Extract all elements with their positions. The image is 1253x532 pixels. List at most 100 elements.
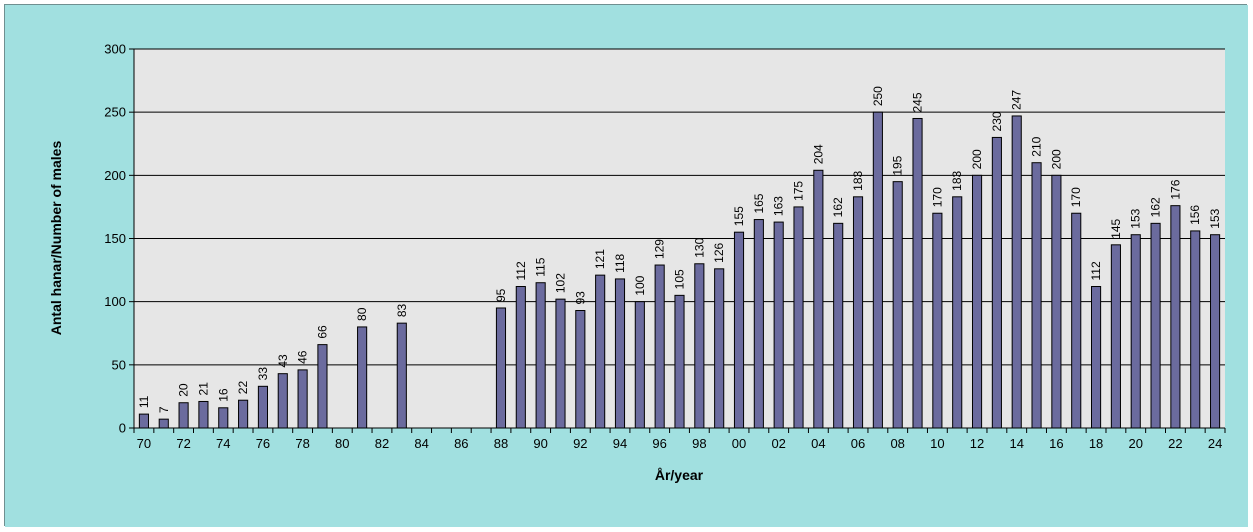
x-axis-title: År/year [655, 467, 704, 483]
x-tick-label: 98 [692, 436, 706, 451]
x-tick-label: 20 [1129, 436, 1143, 451]
bar [952, 196, 963, 429]
x-tick-label: 70 [137, 436, 151, 451]
y-tick-label: 300 [104, 42, 126, 57]
bar [714, 268, 725, 429]
data-label: 11 [137, 395, 151, 408]
x-tick-label: 76 [256, 436, 270, 451]
x-tick-label: 00 [732, 436, 746, 451]
data-label: 163 [772, 196, 786, 216]
x-tick-label: 82 [375, 436, 389, 451]
bar [654, 264, 665, 429]
data-label: 21 [196, 382, 210, 396]
bar [1150, 222, 1161, 429]
bar [833, 222, 844, 429]
data-label: 102 [553, 273, 567, 293]
x-tick-labels: 70 72 74 76 78 80 82 84 86 88 90 92 94 96 98 00 02 04 06 08… [137, 436, 1223, 451]
data-label: 33 [256, 367, 270, 381]
data-label: 183 [851, 170, 865, 190]
bar [198, 400, 209, 429]
bar [297, 369, 308, 429]
data-label: 204 [811, 144, 825, 164]
x-tick-label: 08 [890, 436, 904, 451]
bar [733, 231, 745, 429]
bar [634, 301, 645, 429]
data-label: 130 [692, 237, 706, 257]
data-label: 43 [276, 354, 290, 368]
bar [1110, 244, 1121, 429]
bar [1091, 286, 1102, 429]
bar [852, 196, 864, 429]
bar [1031, 162, 1042, 429]
bar [912, 117, 923, 429]
data-label: 156 [1188, 205, 1202, 225]
bar [694, 263, 705, 429]
bar [277, 373, 288, 429]
bar [971, 174, 983, 429]
data-label: 95 [494, 288, 508, 302]
x-tick-label: 90 [533, 436, 547, 451]
data-label: 100 [633, 275, 647, 295]
data-label: 165 [752, 193, 766, 213]
data-label: 115 [534, 257, 548, 276]
x-tick-label: 02 [771, 436, 785, 451]
data-label: 66 [315, 325, 329, 339]
data-label: 126 [712, 242, 726, 262]
data-label: 210 [1030, 136, 1044, 156]
x-tick-label: 78 [295, 436, 309, 451]
data-label: 245 [911, 92, 925, 112]
axes [129, 48, 1226, 433]
x-tick-label: 96 [652, 436, 666, 451]
bar [872, 111, 883, 429]
data-label: 153 [1129, 208, 1143, 228]
x-tick-label: 88 [494, 436, 508, 451]
data-label: 247 [1010, 90, 1024, 110]
data-label: 162 [831, 197, 845, 217]
data-labels: 11 7 20 21 16 22 33 43 46 66 80 83 95 112 115 102 93 121 1… [137, 86, 1222, 413]
x-tick-label: 72 [176, 436, 190, 451]
data-label: 230 [990, 111, 1004, 131]
data-label: 118 [613, 253, 627, 272]
bar [1051, 174, 1062, 429]
data-label: 46 [296, 350, 310, 364]
x-tick-label: 80 [335, 436, 349, 451]
y-tick-labels: 0 50 100 150 200 250 300 [104, 42, 126, 436]
bar [575, 310, 586, 429]
bar [991, 136, 1002, 429]
x-tick-label: 04 [811, 436, 825, 451]
data-label: 121 [593, 249, 607, 269]
bar [813, 169, 824, 429]
bar [238, 399, 249, 429]
bar [257, 385, 268, 429]
x-tick-label: 92 [573, 436, 587, 451]
x-tick-label: 10 [930, 436, 944, 451]
data-label: 93 [573, 291, 587, 305]
data-label: 112 [1089, 261, 1103, 280]
bar [396, 322, 407, 429]
bar [753, 219, 764, 429]
y-tick-label: 0 [119, 421, 126, 436]
data-label: 16 [216, 388, 230, 402]
y-tick-label: 100 [104, 294, 126, 309]
data-label: 162 [1149, 197, 1163, 217]
x-tick-label: 74 [216, 436, 230, 451]
data-label: 22 [236, 381, 250, 395]
bar [138, 413, 149, 429]
y-tick-label: 200 [104, 168, 126, 183]
bar [1190, 230, 1201, 429]
x-tick-label: 14 [1009, 436, 1023, 451]
chart-frame: 11 7 20 21 16 22 33 43 46 66 80 83 95 112 115 102 93 121 1… [4, 4, 1248, 527]
data-label: 112 [514, 261, 528, 280]
bar [495, 307, 507, 429]
bar [158, 418, 169, 429]
bar [178, 402, 189, 429]
x-tick-label: 18 [1089, 436, 1103, 451]
bar [357, 326, 368, 429]
bars [138, 111, 1221, 429]
x-tick-label: 06 [851, 436, 865, 451]
bar [674, 294, 685, 429]
data-label: 200 [970, 149, 984, 169]
data-label: 153 [1208, 208, 1222, 228]
data-label: 176 [1168, 179, 1182, 199]
